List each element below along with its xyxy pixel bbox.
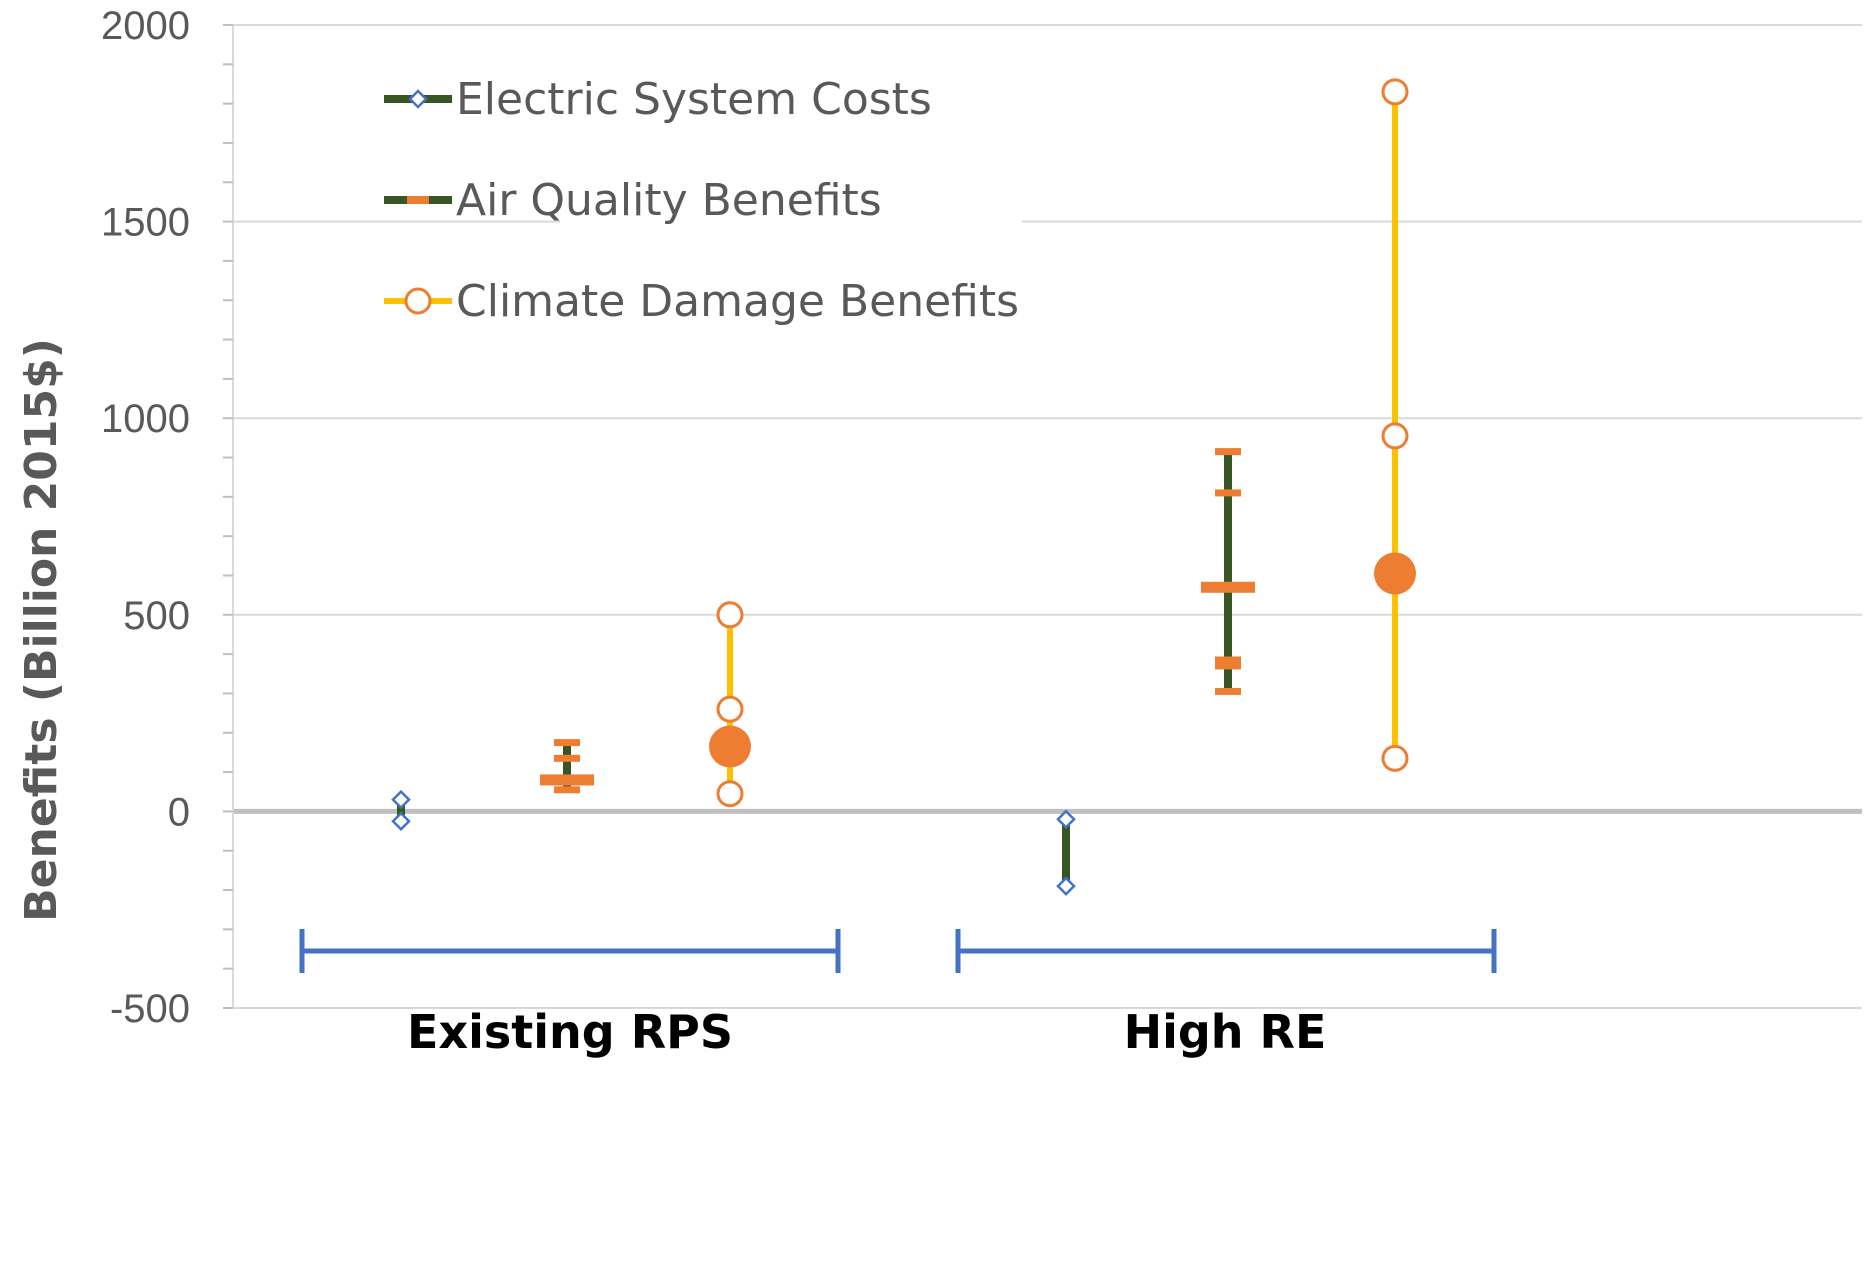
electric-0-point-0 — [391, 811, 411, 831]
air-0-point-1 — [554, 754, 580, 762]
climate-1-point-2 — [1381, 78, 1409, 106]
climate-0-point-2 — [716, 601, 744, 629]
climate-1-central — [1374, 552, 1416, 595]
y-tick-label-0: 0 — [168, 790, 190, 834]
legend-marker-electric — [408, 89, 428, 109]
legend-label-electric: Electric System Costs — [456, 74, 932, 125]
climate-0-point-1 — [716, 695, 744, 723]
air-1-point-2 — [1215, 656, 1241, 664]
electric-1-point-1 — [1056, 809, 1076, 830]
legend-label-climate: Climate Damage Benefits — [456, 276, 1019, 327]
air-0-point-2 — [554, 739, 580, 747]
y-axis: -500 0 500 1000 1500 2000 — [101, 4, 234, 1031]
air-1-central — [1201, 581, 1255, 593]
data-series — [391, 78, 1416, 896]
y-tick-label--500: -500 — [110, 987, 190, 1031]
air-1-point-1 — [1215, 662, 1241, 670]
legend-marker-air — [407, 196, 429, 204]
climate-1-point-1 — [1381, 422, 1409, 450]
y-axis-title: Benefits (Billion 2015$) — [16, 338, 67, 922]
category-label-0: Existing RPS — [407, 1005, 733, 1059]
gridlines — [233, 24, 1862, 1009]
legend: Electric System Costs Air Quality Benefit… — [384, 74, 1019, 327]
y-tick-label-1000: 1000 — [101, 397, 190, 441]
electric-1-point-0 — [1056, 876, 1076, 896]
climate-0-central — [709, 725, 751, 768]
air-0-point-0 — [554, 786, 580, 794]
air-0-central — [540, 774, 594, 786]
y-tick-label-2000: 2000 — [101, 4, 190, 48]
y-tick-label-1500: 1500 — [101, 201, 190, 245]
climate-1-point-0 — [1381, 744, 1409, 772]
air-1-point-0 — [1215, 687, 1241, 695]
category-brackets: Existing RPS High RE — [299, 929, 1497, 1059]
air-1-point-4 — [1215, 448, 1241, 456]
climate-0-point-0 — [716, 780, 744, 808]
air-1-point-3 — [1215, 489, 1241, 497]
category-label-1: High RE — [1124, 1005, 1327, 1059]
electric-0-point-1 — [391, 789, 411, 810]
y-tick-label-500: 500 — [123, 594, 190, 638]
legend-marker-climate — [404, 287, 432, 315]
legend-label-air: Air Quality Benefits — [456, 175, 882, 226]
